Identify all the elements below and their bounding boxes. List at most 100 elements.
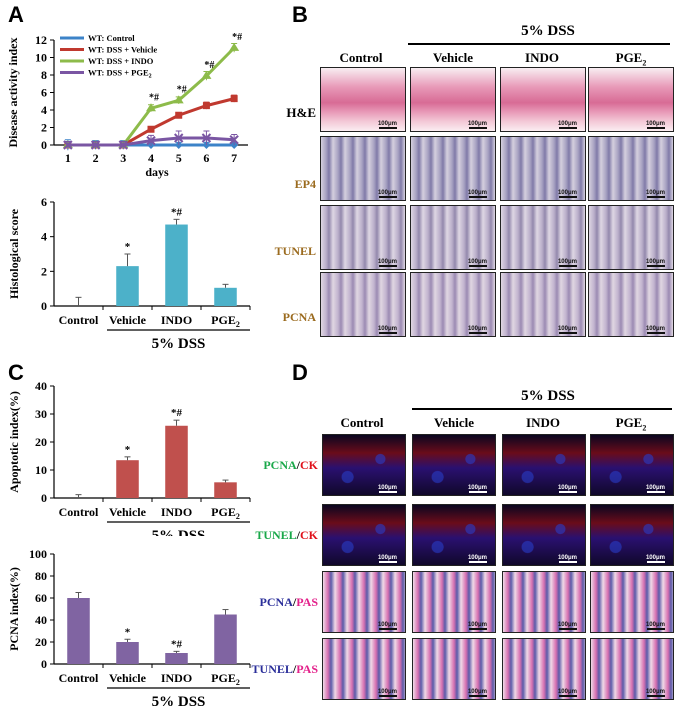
group-label: 5% DSS [152, 336, 206, 352]
significance-mark: *# [232, 32, 242, 43]
panel-d-group-line [412, 408, 672, 410]
histology-image: 100μm [320, 136, 406, 201]
y-tick-label: 40 [35, 379, 47, 393]
scale-bar [379, 196, 397, 198]
significance-mark: *# [171, 638, 183, 650]
bar [214, 287, 237, 306]
scale-bar-label: 100μm [377, 259, 397, 265]
y-tick-label: 10 [35, 51, 47, 65]
pas-stain-image: 100μm [412, 571, 496, 633]
histology-image: 100μm [410, 272, 496, 337]
panel-d-group-label: 5% DSS [521, 388, 575, 404]
scale-bar [469, 332, 487, 334]
row-label-sep: / [296, 528, 300, 542]
y-tick-label: 8 [41, 68, 47, 82]
pas-stain-image: 100μm [590, 571, 674, 633]
scale-bar-label: 100μm [467, 555, 487, 561]
histology-image: 100μm [500, 272, 586, 337]
panel-d-col-vehicle: Vehicle [434, 415, 474, 430]
panel-b-col-pge2: PGE2 [615, 50, 647, 68]
scale-bar [559, 265, 577, 267]
scale-bar-label: 100μm [377, 689, 397, 695]
scale-bar [559, 628, 577, 630]
category-label: PGE2 [211, 671, 240, 687]
histology-image: 100μm [500, 136, 586, 201]
legend-label: WT: DSS + PGE2 [88, 68, 152, 80]
bar [165, 425, 188, 498]
x-tick-label: 3 [120, 151, 126, 165]
scale-bar-label: 100μm [377, 485, 397, 491]
group-label: 5% DSS [152, 694, 206, 706]
scale-bar [559, 332, 577, 334]
category-label: Control [59, 505, 99, 519]
scale-bar-label: 100μm [377, 622, 397, 628]
panel-b-row-pcna: PCNA [282, 310, 316, 324]
panel-label-b: B [292, 2, 308, 27]
scale-bar [647, 628, 665, 630]
scale-bar-label: 100μm [645, 555, 665, 561]
scale-bar [469, 628, 487, 630]
panel-label-c: C [8, 360, 24, 385]
scale-bar-label: 100μm [467, 121, 487, 127]
y-tick-label: 2 [41, 264, 47, 278]
significance-mark: * [125, 626, 131, 638]
significance-mark: *# [149, 92, 159, 103]
fluorescence-image: 100μm [322, 434, 406, 496]
y-tick-label: 6 [41, 195, 47, 209]
scale-bar [647, 561, 665, 563]
scale-bar-label: 100μm [645, 190, 665, 196]
fluorescence-image: 100μm [502, 434, 586, 496]
scale-bar [647, 265, 665, 267]
scale-bar-label: 100μm [377, 190, 397, 196]
histology-image: 100μm [410, 205, 496, 270]
panel-d-row-label: TUNEL/CK [240, 528, 318, 543]
x-tick-label: 6 [203, 151, 209, 165]
significance-mark: *# [204, 60, 214, 71]
scale-bar [647, 127, 665, 129]
data-point [146, 103, 156, 112]
histology-image: 100μm [410, 67, 496, 132]
category-label: PGE2 [211, 505, 240, 521]
panel-b-col-control: Control [339, 50, 383, 65]
scale-bar-label: 100μm [645, 485, 665, 491]
row-label-marker-a: TUNEL [255, 528, 297, 542]
fluorescence-image: 100μm [412, 504, 496, 566]
scale-bar [379, 127, 397, 129]
scale-bar [379, 628, 397, 630]
bar [214, 482, 237, 498]
category-label: Vehicle [109, 671, 147, 685]
fluorescence-image: 100μm [412, 434, 496, 496]
scale-bar [379, 561, 397, 563]
data-point [146, 135, 156, 146]
scale-bar [647, 491, 665, 493]
row-label-marker-b: PAS [296, 662, 318, 676]
y-tick-label: 30 [35, 407, 47, 421]
category-label: INDO [161, 313, 192, 327]
y-tick-label: 0 [41, 657, 47, 671]
x-tick-label: 2 [93, 151, 99, 165]
histology-image: 100μm [588, 67, 674, 132]
category-label: Vehicle [109, 313, 147, 327]
legend-label: WT: DSS + Vehicle [88, 45, 157, 55]
data-point [175, 111, 183, 119]
histology-image: 100μm [320, 67, 406, 132]
x-tick-label: 1 [65, 151, 71, 165]
x-tick-label: 7 [231, 151, 237, 165]
scale-bar [379, 695, 397, 697]
y-tick-label: 4 [41, 103, 47, 117]
category-label: INDO [161, 505, 192, 519]
legend-label: WT: Control [88, 33, 135, 43]
y-tick-label: 80 [35, 569, 47, 583]
scale-bar-label: 100μm [377, 555, 397, 561]
scale-bar-label: 100μm [557, 485, 577, 491]
histology-image: 100μm [588, 272, 674, 337]
x-tick-label: 5 [176, 151, 182, 165]
histology-image: 100μm [410, 136, 496, 201]
category-label: PGE2 [211, 313, 240, 329]
panel-d-col-control: Control [340, 415, 384, 430]
scale-bar [559, 196, 577, 198]
row-label-marker-a: PCNA [259, 595, 293, 609]
panel-d-row-label: PCNA/CK [240, 458, 318, 473]
bar [116, 642, 139, 664]
